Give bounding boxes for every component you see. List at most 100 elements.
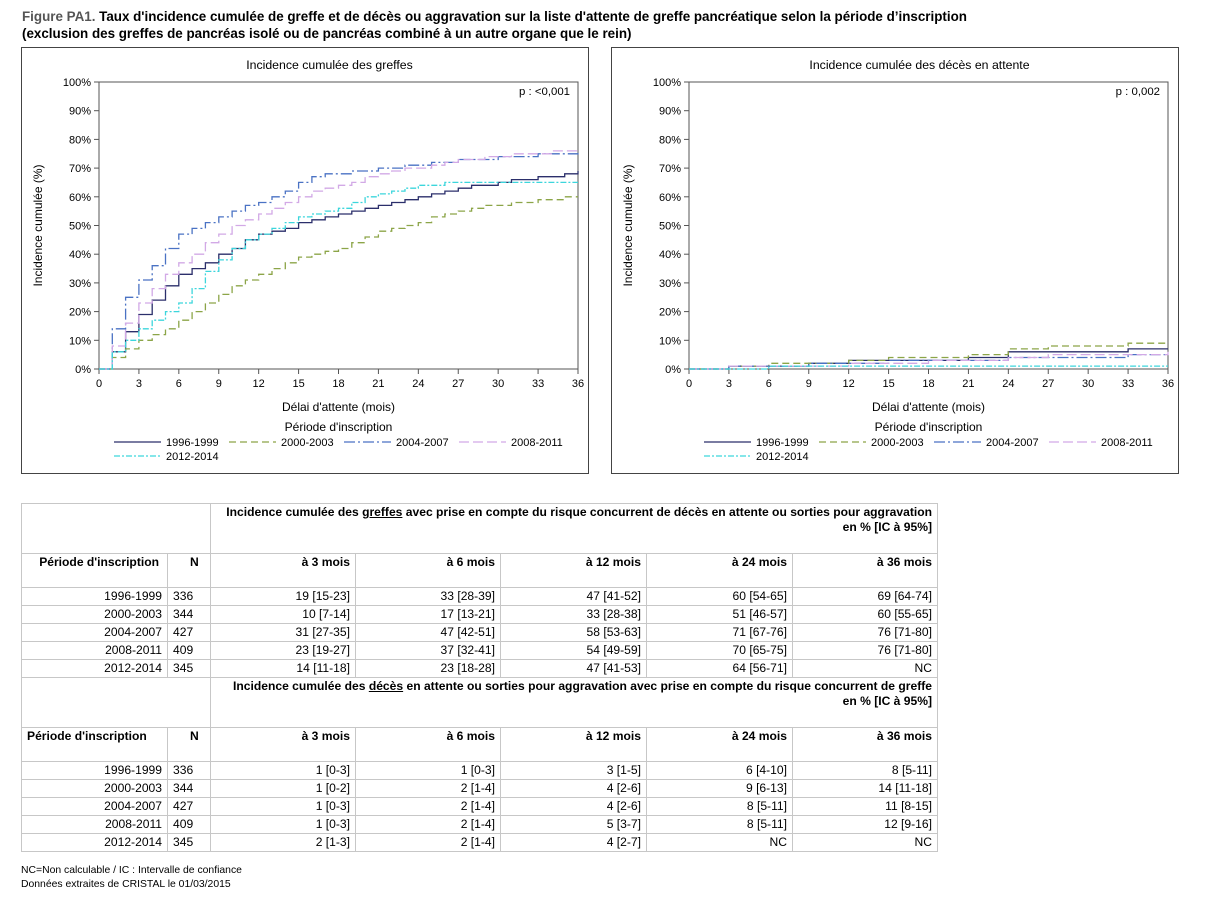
cell-m36: NC [792,833,938,852]
y-tick-label: 60% [69,192,91,204]
cell-m6: 17 [13-21] [355,605,501,624]
p-value-annotation: p : <0,001 [519,86,570,98]
table-row: 1996-1999 336 1 [0-3] 1 [0-3] 3 [1-5] 6 [4-10… [21,761,938,780]
legend-title: Période d'inscription [875,420,983,434]
table-row: 2004-2007 427 1 [0-3] 2 [1-4] 4 [2-6] 8 [5-11… [21,797,938,816]
col-header-3m: à 3 mois [210,553,356,588]
x-tick-label: 33 [1122,378,1134,390]
cell-m3: 2 [1-3] [210,833,356,852]
cell-m12: 4 [2-6] [500,797,647,816]
cell-periode: 1996-1999 [21,761,168,780]
x-axis-label: Délai d'attente (mois) [282,400,395,414]
cell-m24: 71 [67-76] [646,623,793,642]
y-tick-label: 40% [69,249,91,261]
x-tick-label: 0 [686,378,692,390]
cell-n: 336 [167,761,211,780]
series-line-2000-2003 [689,342,1168,370]
col-header-6m: à 6 mois [355,727,501,762]
chart-panel-greffes: Incidence cumulée des greffes p : <0,001 0… [21,47,589,474]
cell-m12: 3 [1-5] [500,761,647,780]
footnotes: NC=Non calculable / IC : Intervalle de c… [21,864,242,892]
footnote-source: Données extraites de CRISTAL le 01/03/20… [21,879,231,890]
cell-m24: 64 [56-71] [646,659,793,678]
table-row: 2004-2007 427 31 [27-35] 47 [42-51] 58 [53-6… [21,623,938,642]
figure-label: Figure PA1. [22,9,96,24]
cell-m24: 51 [46-57] [646,605,793,624]
column-header-row: Période d'inscription N à 3 mois à 6 moi… [21,553,938,588]
underlined-word: greffes [362,505,403,519]
table-row: 2000-2003 344 10 [7-14] 17 [13-21] 33 [28-38… [21,605,938,624]
cell-m36: 8 [5-11] [792,761,938,780]
col-header-24m: à 24 mois [646,553,793,588]
cell-m3: 23 [19-27] [210,641,356,660]
cell-m6: 33 [28-39] [355,587,501,606]
cell-m12: 47 [41-53] [500,659,647,678]
cell-periode: 2004-2007 [21,623,168,642]
col-header-6m: à 6 mois [355,553,501,588]
cell-m24: 6 [4-10] [646,761,793,780]
x-tick-label: 21 [962,378,974,390]
chart-greffes: Incidence cumulée des greffes p : <0,001 0… [31,58,584,463]
col-header-3m: à 3 mois [210,727,356,762]
y-tick-label: 10% [659,335,681,347]
x-tick-label: 9 [806,378,812,390]
cell-m6: 2 [1-4] [355,797,501,816]
cell-m36: 69 [64-74] [792,587,938,606]
cell-m36: 14 [11-18] [792,779,938,798]
cell-n: 427 [167,797,211,816]
p-value-annotation: p : 0,002 [1116,86,1160,98]
col-header-periode: Période d'inscription [21,727,168,762]
cell-m3: 14 [11-18] [210,659,356,678]
cell-n: 336 [167,587,211,606]
series-line-2012-2014 [689,365,1168,370]
cell-m24: NC [646,833,793,852]
y-tick-label: 40% [659,249,681,261]
cell-m36: NC [792,659,938,678]
cell-m12: 33 [28-38] [500,605,647,624]
cell-m3: 31 [27-35] [210,623,356,642]
x-tick-label: 24 [412,378,424,390]
cell-n: 409 [167,815,211,834]
cell-m12: 54 [49-59] [500,641,647,660]
y-tick-label: 50% [69,221,91,233]
figure-title-line2: (exclusion des greffes de pancréas isolé… [22,26,632,41]
table-row: 2008-2011 409 1 [0-3] 2 [1-4] 5 [3-7] 8 [5-11… [21,815,938,834]
legend-label: 2008-2011 [1101,437,1153,449]
footnote-abbreviations: NC=Non calculable / IC : Intervalle de c… [21,865,242,876]
cell-m12: 58 [53-63] [500,623,647,642]
y-tick-label: 90% [659,106,681,118]
y-axis-label: Incidence cumulée (%) [31,164,45,286]
x-tick-label: 3 [136,378,142,390]
x-tick-label: 30 [1082,378,1094,390]
section-header-row: Incidence cumulée des décès en attente o… [21,677,938,728]
col-header-12m: à 12 mois [500,727,647,762]
cell-periode: 2012-2014 [21,659,168,678]
cell-m36: 76 [71-80] [792,623,938,642]
col-header-periode: Période d'inscription [21,553,168,588]
chart-title: Incidence cumulée des greffes [246,58,413,72]
section-header-greffes: Incidence cumulée des greffes avec prise… [210,503,938,554]
table-row: 2008-2011 409 23 [19-27] 37 [32-41] 54 [49-5… [21,641,938,660]
cell-n: 344 [167,779,211,798]
cell-m36: 60 [55-65] [792,605,938,624]
cell-m6: 1 [0-3] [355,761,501,780]
cell-periode: 2012-2014 [21,833,168,852]
y-tick-label: 100% [63,77,91,89]
y-tick-label: 70% [69,163,91,175]
cell-periode: 2004-2007 [21,797,168,816]
y-tick-label: 0% [665,364,681,376]
series-line-2008-2011 [99,150,578,370]
cell-n: 344 [167,605,211,624]
series-line-2000-2003 [99,196,578,370]
legend-label: 1996-1999 [756,437,809,449]
y-tick-label: 100% [653,77,681,89]
y-tick-label: 30% [69,278,91,290]
cell-m6: 23 [18-28] [355,659,501,678]
x-tick-label: 15 [292,378,304,390]
section-unit: en % [IC à 95%] [842,520,932,534]
legend-label: 2008-2011 [511,437,563,449]
table-row: 2012-2014 345 2 [1-3] 2 [1-4] 4 [2-7] NC NC [21,833,938,852]
legend-label: 2012-2014 [756,451,809,463]
cell-m6: 47 [42-51] [355,623,501,642]
legend-title: Période d'inscription [285,420,393,434]
